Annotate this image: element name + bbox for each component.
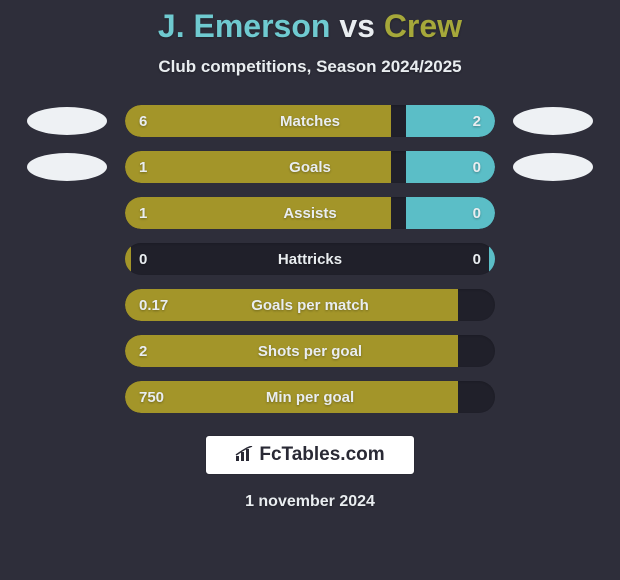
stat-label: Matches [280,113,340,130]
watermark-text: FcTables.com [259,444,384,466]
team-badge-left [27,107,107,135]
stat-bar: 6 2 Matches [125,105,495,137]
value-left: 1 [139,205,147,222]
value-right: 2 [473,113,481,130]
team-badge-right [513,107,593,135]
stat-label: Assists [283,205,336,222]
stat-row: 1 0 Assists [0,197,620,229]
stat-bar: 1 0 Assists [125,197,495,229]
value-left: 0 [139,251,147,268]
fill-right [406,151,495,183]
value-left: 1 [139,159,147,176]
player2-name: Crew [384,8,462,44]
stats-rows: 6 2 Matches 1 0 Goals 1 0 Assists 0 0 Hattricks 0.17… [0,105,620,413]
fill-right [406,105,495,137]
stat-row: 0 0 Hattricks [0,243,620,275]
value-left: 6 [139,113,147,130]
stat-bar: 1 0 Goals [125,151,495,183]
stat-label: Hattricks [278,251,342,268]
stat-label: Min per goal [266,389,354,406]
value-right: 0 [473,251,481,268]
stat-bar: 0 0 Hattricks [125,243,495,275]
stat-label: Goals [289,159,331,176]
subtitle: Club competitions, Season 2024/2025 [0,57,620,77]
stat-bar: 750 Min per goal [125,381,495,413]
stat-row: 1 0 Goals [0,151,620,183]
fill-left [125,151,391,183]
comparison-card: J. Emerson vs Crew Club competitions, Se… [0,0,620,580]
watermark: FcTables.com [205,435,415,475]
value-left: 0.17 [139,297,168,314]
fill-right [406,197,495,229]
fill-left [125,105,391,137]
team-badge-left [27,153,107,181]
stat-label: Shots per goal [258,343,362,360]
chart-icon [235,446,255,465]
value-right: 0 [473,159,481,176]
stat-bar: 0.17 Goals per match [125,289,495,321]
card-title: J. Emerson vs Crew [0,8,620,45]
fill-right [489,243,495,275]
fill-left [125,243,131,275]
stat-row: 6 2 Matches [0,105,620,137]
stat-label: Goals per match [251,297,369,314]
player1-name: J. Emerson [158,8,331,44]
vs-label: vs [339,8,375,44]
value-left: 2 [139,343,147,360]
stat-row: 2 Shots per goal [0,335,620,367]
stat-row: 750 Min per goal [0,381,620,413]
team-badge-right [513,153,593,181]
stat-row: 0.17 Goals per match [0,289,620,321]
fill-left [125,197,391,229]
value-right: 0 [473,205,481,222]
stat-bar: 2 Shots per goal [125,335,495,367]
date-label: 1 november 2024 [0,493,620,511]
value-left: 750 [139,389,164,406]
